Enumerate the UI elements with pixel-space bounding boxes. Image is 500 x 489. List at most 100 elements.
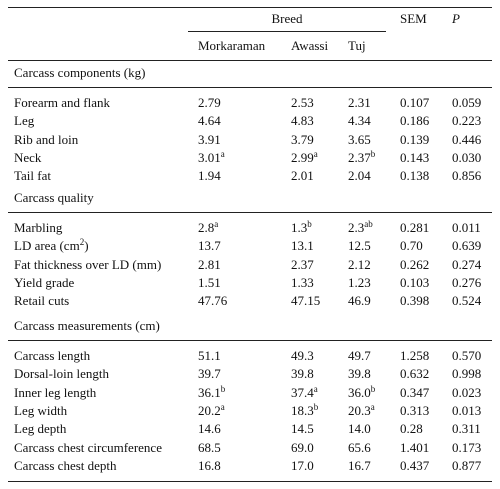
value-morkaraman-number: 1.94 xyxy=(198,168,221,184)
value-p: 0.173 xyxy=(452,439,482,455)
value-awassi-number: 2.53 xyxy=(291,95,314,110)
table-row: Carcass length 51.1 49.3 49.7 1.258 0.570 xyxy=(0,347,500,365)
value-morkaraman-number: 1.51 xyxy=(198,274,221,290)
row-label-text: Dorsal-loin length xyxy=(14,366,109,382)
row-label: Forearm and flank xyxy=(14,94,110,112)
value-sem: 0.398 xyxy=(400,293,430,309)
row-label-after: ) xyxy=(84,238,89,254)
row-label: Marbling xyxy=(14,219,62,237)
value-morkaraman-superscript: a xyxy=(220,148,225,159)
row-label-text: Retail cuts xyxy=(14,293,70,309)
row-label-text: Carcass chest depth xyxy=(14,457,117,473)
header-breed-tuj: Tuj xyxy=(348,38,366,53)
row-label: Rib and loin xyxy=(14,131,78,149)
value-morkaraman-number: 36.1 xyxy=(198,384,221,400)
value-tuj-number: 2.37 xyxy=(348,149,371,165)
value-awassi: 13.1 xyxy=(291,237,314,255)
table-row: Forearm and flank 2.79 2.53 2.31 0.107 0.059 xyxy=(0,94,500,112)
value-awassi-number: 1.3 xyxy=(291,220,308,235)
section-rule xyxy=(8,212,492,213)
table-row: Tail fat 1.94 2.01 2.04 0.138 0.856 xyxy=(0,167,500,185)
value-sem: 0.139 xyxy=(400,131,430,147)
value-tuj-number: 46.9 xyxy=(348,293,371,309)
value-tuj-superscript: b xyxy=(370,148,376,159)
value-p: 0.446 xyxy=(452,131,482,147)
table-row: Retail cuts 47.76 47.15 46.9 0.398 0.524 xyxy=(0,292,500,310)
value-tuj: 36.0b xyxy=(348,384,375,402)
table-row: Yield grade 1.51 1.33 1.23 0.103 0.276 xyxy=(0,274,500,292)
row-label-text: Leg depth xyxy=(14,421,67,437)
row-label: Leg width xyxy=(14,402,67,420)
value-morkaraman-number: 39.7 xyxy=(198,366,221,382)
value-awassi-number: 1.33 xyxy=(291,274,314,290)
value-morkaraman-number: 14.6 xyxy=(198,421,221,437)
value-tuj-number: 2.31 xyxy=(348,95,371,110)
row-label-text: Leg xyxy=(14,113,35,129)
table-bottom-rule xyxy=(8,481,492,482)
value-sem: 1.401 xyxy=(400,439,430,455)
row-label: Fat thickness over LD (mm) xyxy=(14,256,161,274)
value-sem: 0.437 xyxy=(400,457,430,473)
value-p: 0.998 xyxy=(452,366,482,382)
value-tuj: 2.3ab xyxy=(348,219,373,237)
value-awassi-number: 3.79 xyxy=(291,131,314,147)
value-morkaraman-superscript: a xyxy=(220,401,225,412)
value-tuj: 20.3a xyxy=(348,402,375,420)
value-awassi-number: 2.37 xyxy=(291,256,314,272)
value-awassi: 2.99a xyxy=(291,149,318,167)
row-label-text: Marbling xyxy=(14,220,63,235)
value-awassi: 4.83 xyxy=(291,112,314,130)
value-tuj-number: 2.12 xyxy=(348,256,371,272)
value-awassi-number: 14.5 xyxy=(291,421,314,437)
value-morkaraman-number: 47.76 xyxy=(198,293,228,309)
value-tuj: 65.6 xyxy=(348,439,371,457)
header-p: P xyxy=(452,11,460,26)
value-morkaraman: 68.5 xyxy=(198,439,221,457)
row-label-text: Inner leg length xyxy=(14,384,97,400)
value-morkaraman-number: 20.2 xyxy=(198,402,221,418)
value-sem: 0.103 xyxy=(400,274,430,290)
value-awassi-number: 49.3 xyxy=(291,348,314,363)
value-p: 0.570 xyxy=(452,348,482,363)
value-morkaraman: 13.7 xyxy=(198,237,221,255)
row-label-text: Forearm and flank xyxy=(14,95,111,110)
value-sem: 0.107 xyxy=(400,95,430,110)
value-awassi-number: 2.01 xyxy=(291,168,314,184)
value-awassi: 14.5 xyxy=(291,420,314,438)
value-sem: 0.186 xyxy=(400,113,430,129)
value-awassi-superscript: b xyxy=(307,219,312,229)
row-label: Carcass chest circumference xyxy=(14,439,162,457)
value-tuj-number: 14.0 xyxy=(348,421,371,437)
value-tuj: 2.37b xyxy=(348,149,375,167)
table-row: Inner leg length 36.1b 37.4a 36.0b 0.347 0.02… xyxy=(0,384,500,402)
header-breed: Breed xyxy=(271,11,303,26)
section-title: Carcass measurements (cm) xyxy=(14,318,160,333)
value-morkaraman: 3.01a xyxy=(198,149,225,167)
value-tuj-number: 2.3 xyxy=(348,220,365,235)
table-row: LD area (cm2) 13.7 13.1 12.5 0.70 0.639 xyxy=(0,237,500,255)
value-awassi: 39.8 xyxy=(291,365,314,383)
value-tuj: 49.7 xyxy=(348,347,371,365)
value-morkaraman-number: 4.64 xyxy=(198,113,221,129)
value-morkaraman: 1.51 xyxy=(198,274,221,292)
value-sem: 0.313 xyxy=(400,402,430,418)
header-breed-awassi: Awassi xyxy=(291,38,329,53)
value-awassi: 1.33 xyxy=(291,274,314,292)
value-morkaraman-number: 51.1 xyxy=(198,348,221,363)
value-awassi-number: 69.0 xyxy=(291,439,314,455)
value-morkaraman-number: 13.7 xyxy=(198,238,221,254)
value-morkaraman: 2.8a xyxy=(198,219,218,237)
value-tuj-number: 12.5 xyxy=(348,238,371,254)
value-morkaraman: 36.1b xyxy=(198,384,225,402)
value-awassi-superscript: a xyxy=(313,383,318,394)
value-tuj-number: 65.6 xyxy=(348,439,371,455)
value-p: 0.223 xyxy=(452,113,482,129)
value-sem: 0.143 xyxy=(400,149,430,165)
value-awassi: 2.37 xyxy=(291,256,314,274)
value-sem: 0.632 xyxy=(400,366,430,382)
value-p: 0.274 xyxy=(452,256,482,272)
value-morkaraman: 4.64 xyxy=(198,112,221,130)
table-row: Carcass chest circumference 68.5 69.0 65.6 1… xyxy=(0,439,500,457)
row-label: Dorsal-loin length xyxy=(14,365,109,383)
table-row: Dorsal-loin length 39.7 39.8 39.8 0.632 0.998 xyxy=(0,365,500,383)
